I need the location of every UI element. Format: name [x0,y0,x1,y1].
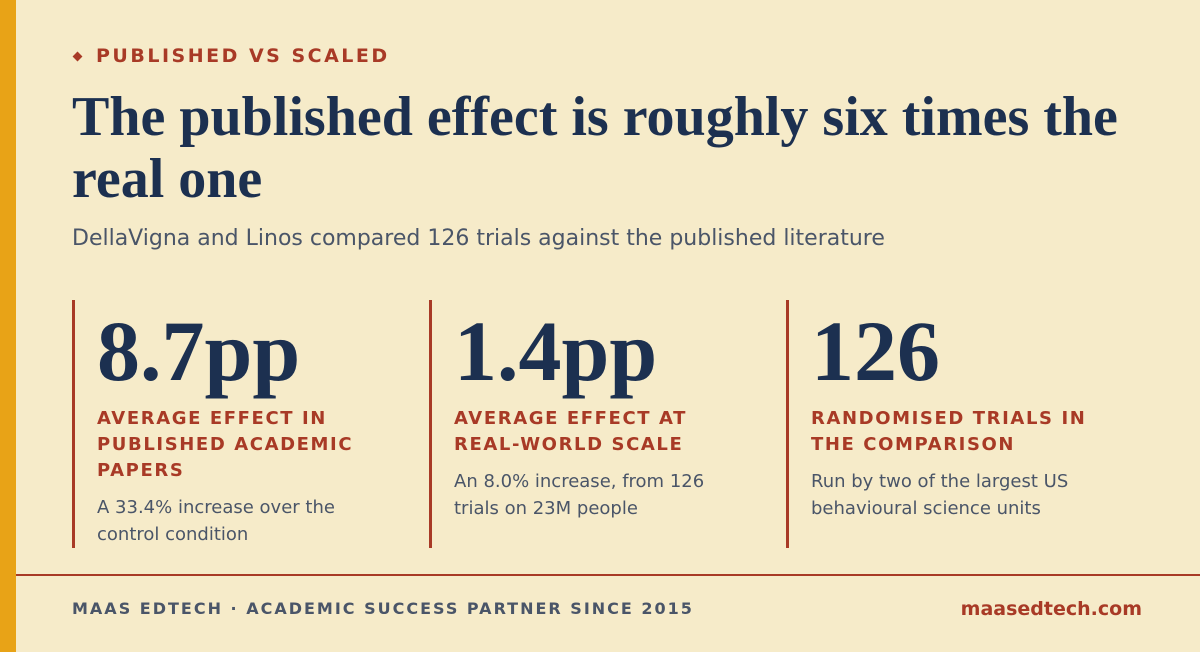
title: The published effect is roughly six time… [72,86,1118,210]
stat-note: A 33.4% increase over the control condit… [97,497,335,545]
stat-label: AVERAGE EFFECT AT REAL-WORLD SCALE [454,408,688,455]
stat-label: RANDOMISED TRIALS IN THE COMPARISON [811,408,1087,455]
stat-value: 1.4pp [454,303,658,399]
subtitle: DellaVigna and Linos compared 126 trials… [72,226,885,251]
stat-note: An 8.0% increase, from 126 trials on 23M… [454,471,705,519]
stat-value: 126 [811,303,940,399]
stat-card: 1.4pp AVERAGE EFFECT AT REAL-WORLD SCALE A… [429,300,754,548]
divider [16,574,1200,576]
eyebrow: PUBLISHED VS SCALED [96,45,390,67]
bullet [72,51,83,62]
stat-note: Run by two of the largest US behavioural… [811,471,1069,519]
footer-url: maasedtech.com [960,598,1142,620]
stat-card: 126 RANDOMISED TRIALS IN THE COMPARISON Ru… [786,300,1111,548]
stat-label: AVERAGE EFFECT IN PUBLISHED ACADEMIC PAP… [97,408,354,481]
stat-card: 8.7pp AVERAGE EFFECT IN PUBLISHED ACADEMI… [72,300,397,548]
footer-brand: MAAS EDTECH · ACADEMIC SUCCESS PARTNER S… [72,599,694,618]
stat-value: 8.7pp [97,303,301,399]
accent-bar [0,0,16,652]
